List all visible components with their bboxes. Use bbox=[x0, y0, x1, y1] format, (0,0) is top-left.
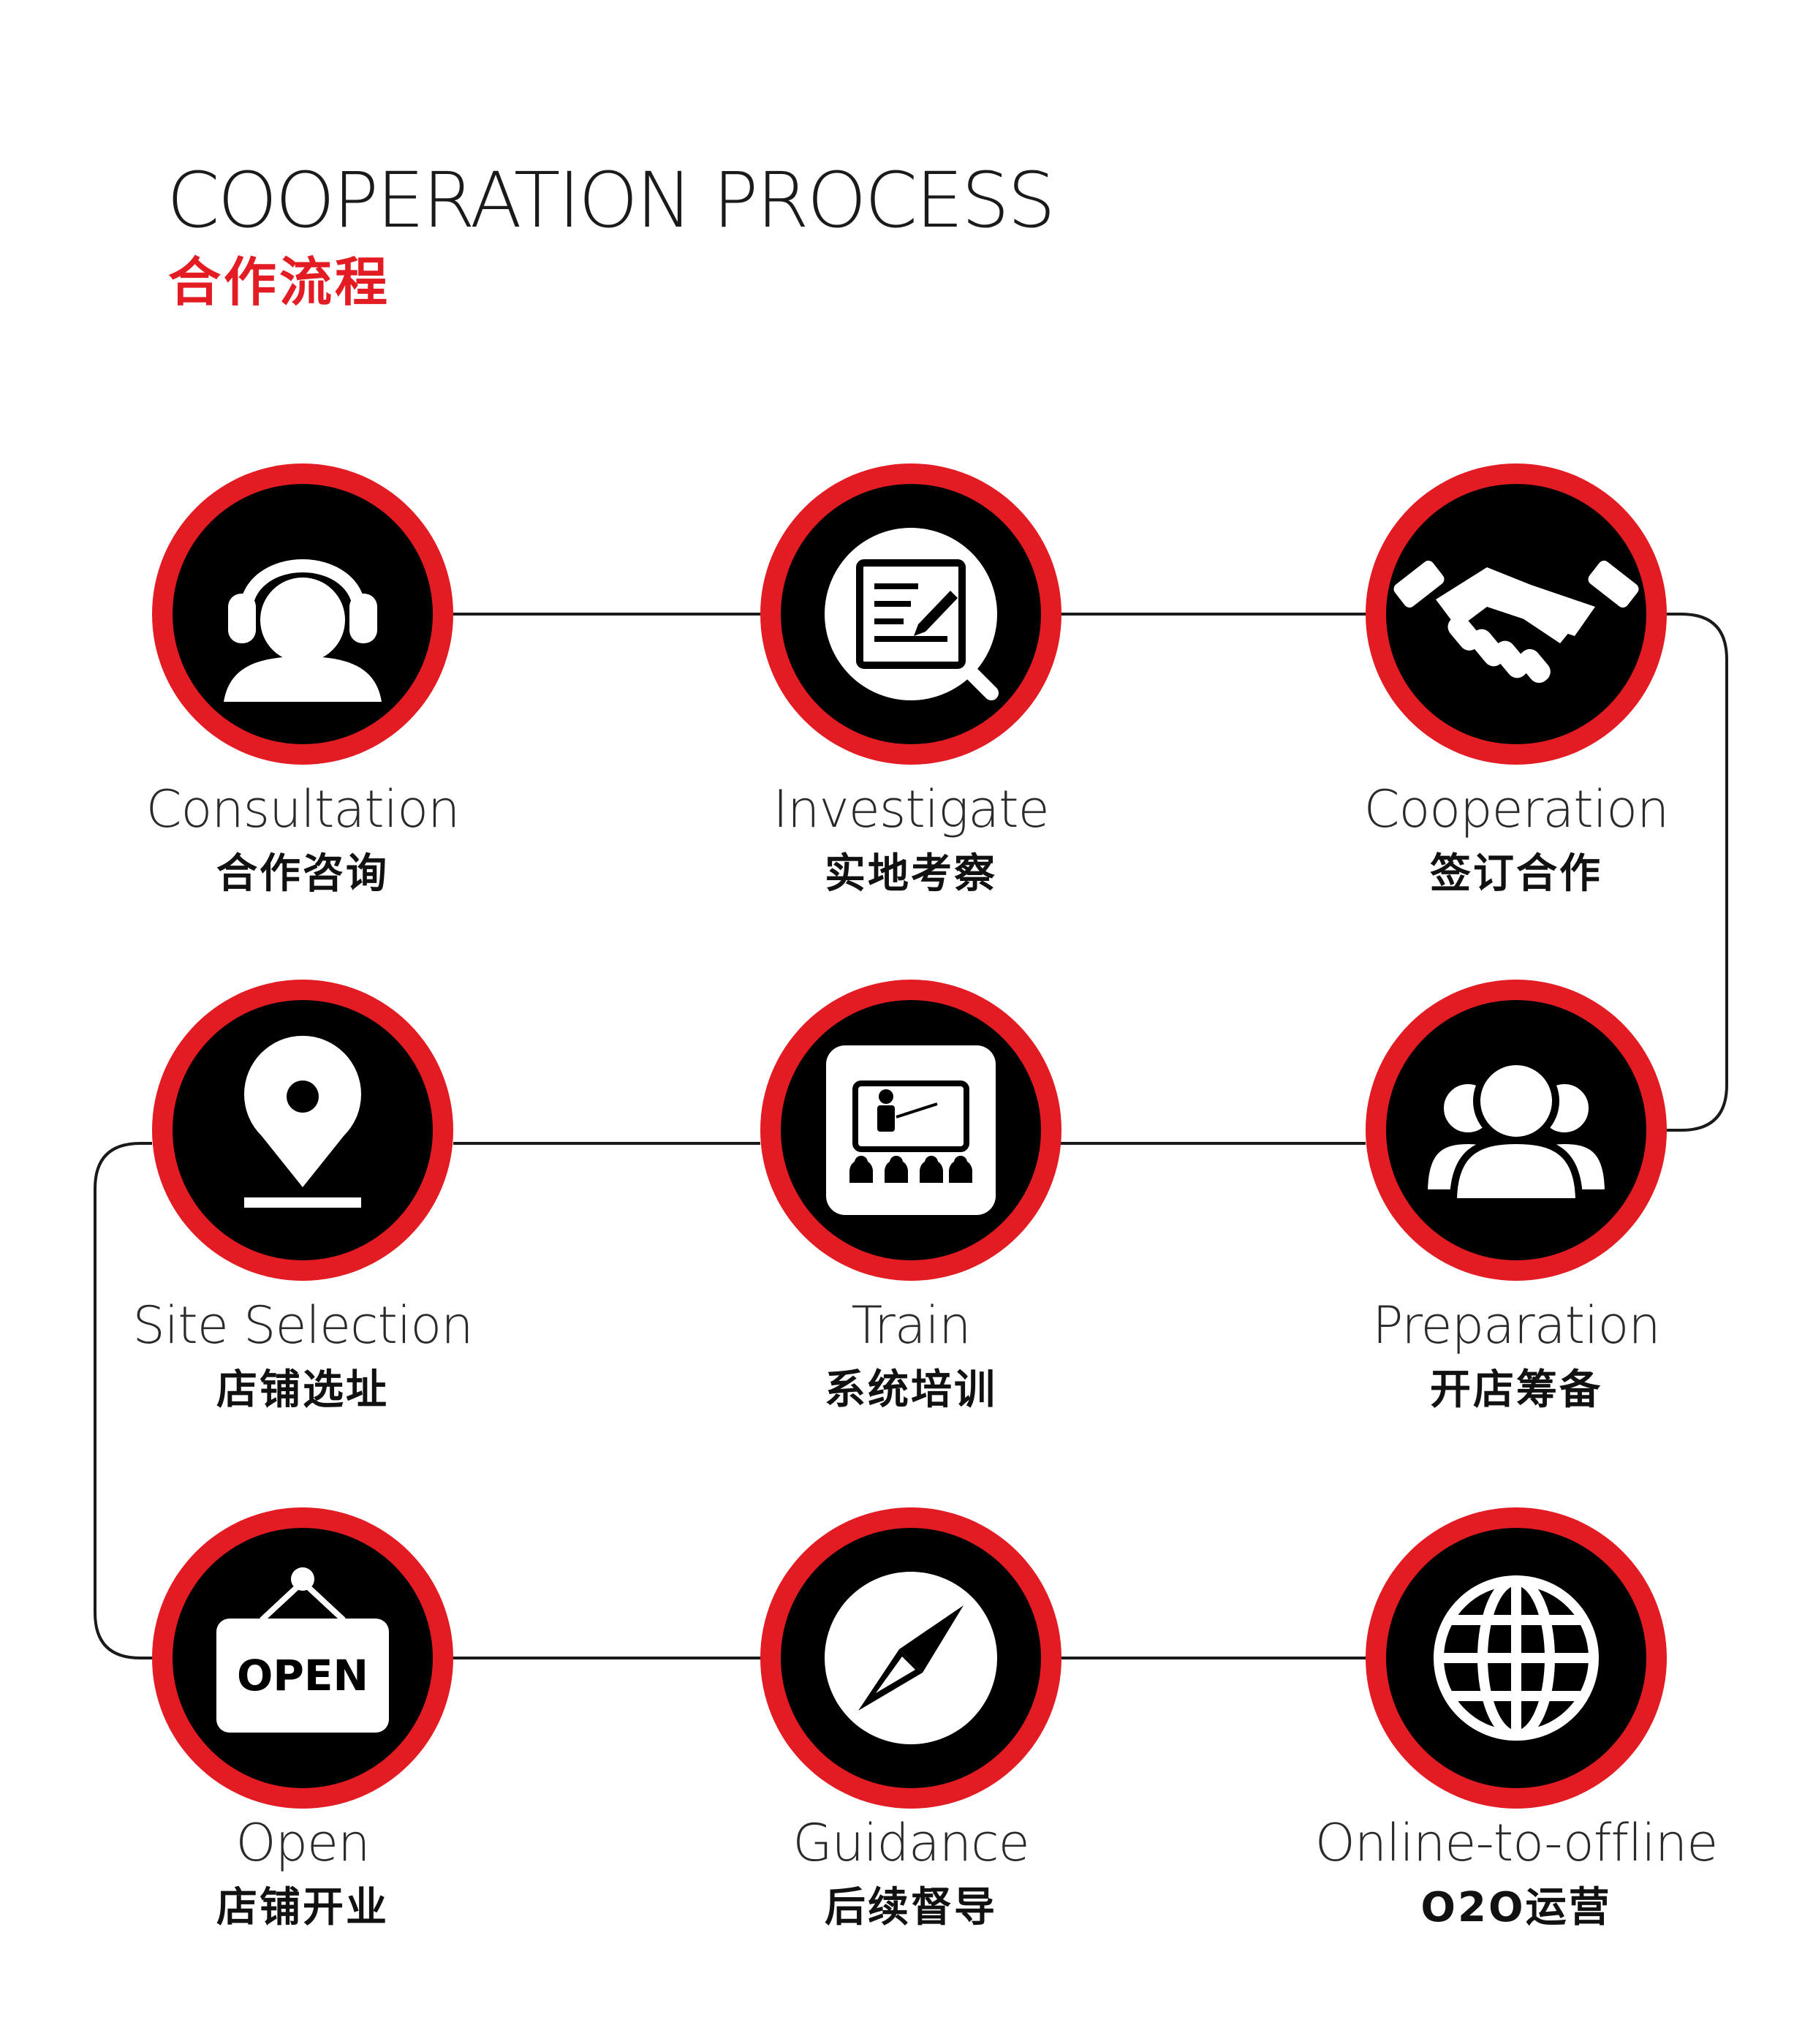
step-preparation bbox=[1366, 980, 1667, 1281]
presentation-board-icon bbox=[826, 1045, 996, 1215]
headset-user-icon bbox=[224, 559, 382, 702]
compass-icon bbox=[825, 1572, 997, 1744]
step-investigate bbox=[760, 463, 1061, 765]
step-online-to-offline bbox=[1366, 1507, 1667, 1809]
page-title: COOPERATION PROCESS bbox=[167, 156, 1056, 245]
step-label-preparation: Preparation 开店筹备 bbox=[1372, 1295, 1660, 1414]
step-title-cn: 店铺开业 bbox=[216, 1884, 389, 1931]
connector-4-7 bbox=[94, 1142, 152, 1659]
step-title-en: Train bbox=[851, 1295, 972, 1355]
step-title-cn: 合作咨询 bbox=[216, 850, 389, 898]
handshake-icon bbox=[1393, 560, 1639, 684]
step-label-site-selection: Site Selection 店铺选址 bbox=[132, 1295, 473, 1414]
step-site-selection bbox=[152, 980, 453, 1281]
step-title-cn: 系统培训 bbox=[825, 1366, 997, 1414]
step-title-en: Investigate bbox=[773, 779, 1049, 839]
step-train bbox=[760, 980, 1061, 1281]
page-subtitle: 合作流程 bbox=[168, 251, 391, 313]
connector-lines bbox=[94, 613, 1728, 1659]
step-title-cn: 实地考察 bbox=[825, 850, 997, 898]
step-title-cn: O2O运营 bbox=[1420, 1884, 1612, 1931]
step-title-cn: 店铺选址 bbox=[216, 1366, 389, 1414]
step-guidance bbox=[760, 1507, 1061, 1809]
step-title-cn: 签订合作 bbox=[1429, 850, 1602, 898]
connector-3-6 bbox=[1667, 613, 1728, 1132]
step-label-guidance: Guidance 后续督导 bbox=[792, 1817, 1029, 1928]
step-title-en: Consultation bbox=[145, 779, 461, 839]
location-pin-icon bbox=[244, 1035, 361, 1208]
step-consultation bbox=[152, 463, 453, 765]
step-label-cooperation: Cooperation 签订合作 bbox=[1363, 779, 1670, 898]
open-sign-icon: OPEN bbox=[216, 1567, 389, 1733]
step-open: OPEN bbox=[152, 1507, 453, 1809]
open-sign-text: OPEN bbox=[237, 1651, 368, 1700]
step-title-en: Preparation bbox=[1372, 1295, 1660, 1355]
step-label-open: Open 店铺开业 bbox=[216, 1817, 389, 1928]
step-label-train: Train 系统培训 bbox=[825, 1300, 997, 1411]
document-search-icon bbox=[825, 528, 999, 700]
step-title-cn: 后续督导 bbox=[825, 1884, 997, 1931]
step-title-en: Cooperation bbox=[1363, 779, 1670, 839]
globe-icon bbox=[1434, 1575, 1599, 1741]
user-group-icon bbox=[1420, 1058, 1613, 1205]
step-label-consultation: Consultation 合作咨询 bbox=[145, 779, 461, 898]
step-title-en: Online-to-offline bbox=[1314, 1813, 1719, 1873]
step-title-en: Open bbox=[235, 1813, 371, 1873]
step-cooperation bbox=[1366, 463, 1667, 765]
step-label-investigate: Investigate 实地考察 bbox=[773, 779, 1049, 898]
step-title-en: Site Selection bbox=[132, 1295, 473, 1355]
step-title-cn: 开店筹备 bbox=[1429, 1366, 1602, 1414]
step-label-online-to-offline: Online-to-offline O2O运营 bbox=[1314, 1813, 1719, 1931]
step-title-en: Guidance bbox=[792, 1813, 1029, 1873]
